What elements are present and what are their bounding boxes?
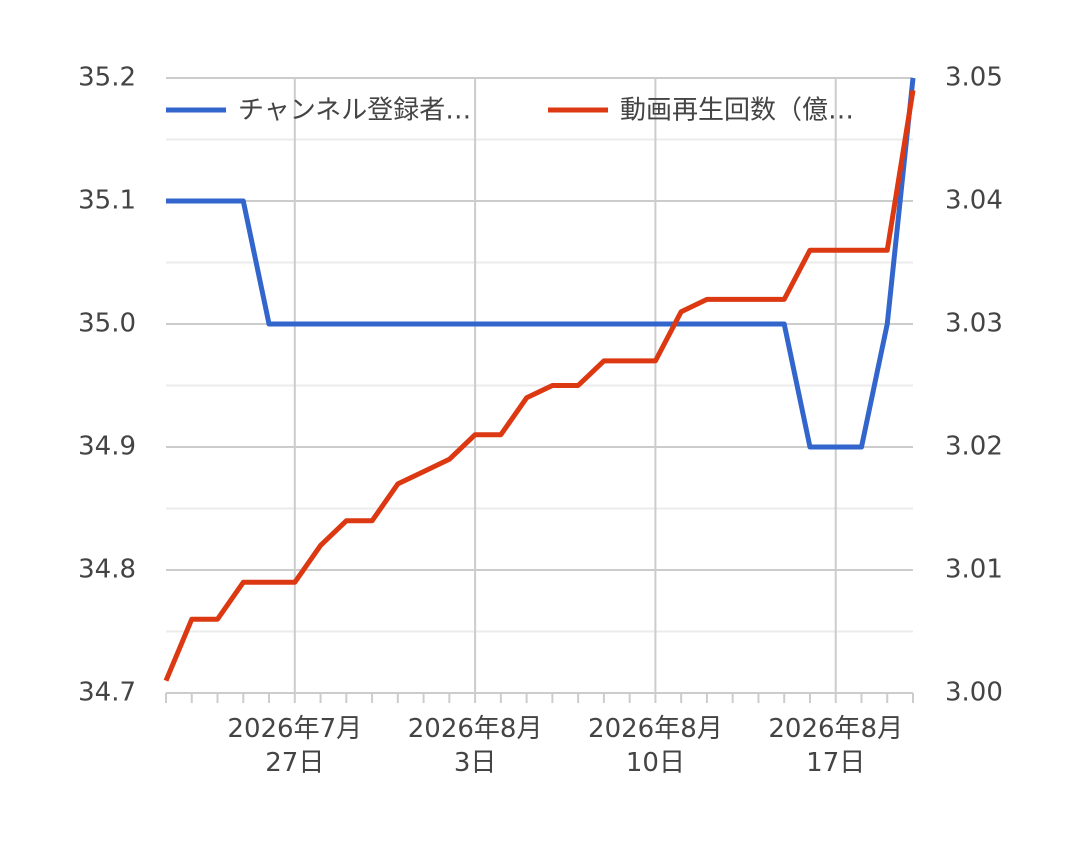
x-tick-label: 2026年7月 27日 [227,714,363,778]
y2-tick-label: 3.04 [945,186,1003,216]
y2-tick-label: 3.00 [945,678,1003,708]
y2-tick-label: 3.02 [945,432,1003,462]
line-series [166,77,916,450]
legend-label: チャンネル登録者… [238,96,471,126]
y-tick-label: 35.2 [78,63,136,93]
y-tick-label: 34.7 [78,678,136,708]
x-tick-label: 2026年8月 17日 [768,714,904,778]
y2-tick-label: 3.03 [945,309,1003,339]
y2-tick-label: 3.05 [945,63,1003,93]
x-tick-label: 2026年8月 10日 [588,714,723,778]
y-tick-label: 34.9 [78,432,136,462]
line-series [163,89,916,682]
y2-tick-label: 3.01 [945,555,1003,585]
y-tick-label: 35.0 [78,309,136,339]
y-tick-label: 34.8 [78,555,136,585]
legend-label: 動画再生回数（億… [620,96,854,126]
x-tick-label: 2026年8月 3日 [407,714,543,778]
y-tick-label: 35.1 [78,186,136,216]
